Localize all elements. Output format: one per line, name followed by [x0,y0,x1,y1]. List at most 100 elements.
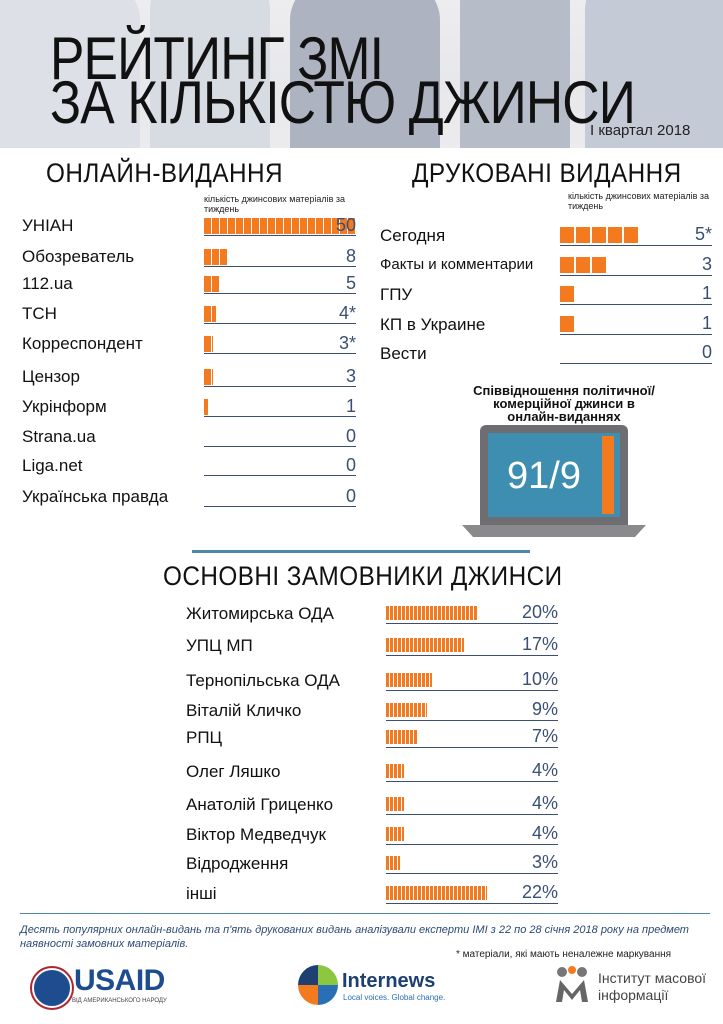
online-value-number: 5 [345,273,356,293]
online-value: 0 [296,455,356,476]
customer-value: 4% [531,793,558,813]
laptop-screen [488,433,620,517]
print-value: 0 [652,342,712,363]
footer-rule [20,913,710,914]
customer-baseline [386,903,558,904]
customer-value: 20% [521,602,558,622]
customer-bar [386,886,487,900]
print-baseline [560,275,712,276]
online-value: 0 [296,426,356,447]
online-value-number: 0 [345,486,356,506]
print-baseline [560,363,712,364]
print-value-number: 0 [701,342,712,362]
print-baseline [560,245,712,246]
print-value-number: 1 [701,313,712,333]
customer-baseline [386,781,558,782]
online-row-label: Liga.net [22,456,83,475]
customer-value: 10% [521,669,558,689]
online-value: 4* [296,303,356,324]
customer-value: 4% [531,760,558,780]
laptop-base [462,525,646,537]
customer-value: 7% [531,726,558,746]
online-bar [204,306,216,322]
print-value-number: 5 [694,224,705,244]
online-bar [204,218,356,234]
online-value: 3 [296,366,356,387]
print-baseline [560,304,712,305]
online-value: 5 [296,273,356,294]
print-value: 1 [652,313,712,334]
page-title-line-2: ЗА КІЛЬКІСТЮ ДЖИНСИ [50,69,636,136]
online-bar [204,369,213,385]
online-row-label: Українська правда [22,487,169,506]
print-row-label: Сегодня [380,226,446,245]
online-value: 3* [296,333,356,354]
online-row-label: Strana.ua [22,427,96,446]
print-value: 5* [652,224,712,245]
customer-bar [386,856,400,870]
online-axis-note: кількість джинсових матеріалів за тижден… [204,194,346,214]
page-title-line-1: РЕЙТИНГ ЗМІ [50,25,384,92]
online-value: 1 [296,396,356,417]
online-bar [204,336,213,352]
online-row-label: 112.ua [22,274,73,293]
customer-row-label: Олег Ляшко [186,762,281,781]
imi-name-line-2: інформації [598,987,669,1003]
customer-row-label: РПЦ [186,728,223,747]
customer-value: 9% [531,699,558,719]
print-value: 3 [652,254,712,275]
online-value: 0 [296,486,356,507]
online-value-number: 50 [335,215,356,235]
online-value: 8 [296,246,356,267]
customer-bar [386,673,432,687]
usaid-seal-icon [32,968,72,1008]
online-baseline [204,266,356,267]
print-row-label: КП в Украине [380,315,486,334]
asterisk-note: * матеріали, які мають неналежне маркува… [456,949,672,960]
print-value-mark: * [704,224,712,244]
print-section-title: ДРУКОВАНІ ВИДАННЯ [412,158,682,188]
online-bar [204,249,228,265]
imi-logo-icon [556,966,588,1002]
customer-row-label: Анатолій Гриценко [186,795,334,814]
period-label: I квартал 2018 [590,122,691,139]
customer-row-label: УПЦ МП [186,636,253,655]
customer-bar [386,638,464,652]
online-baseline [204,293,356,294]
online-row-label: Обозреватель [22,247,135,266]
online-value-mark: * [348,303,356,323]
print-value-number: 3 [701,254,712,274]
online-baseline [204,323,356,324]
print-value: 1 [652,283,712,304]
section-divider [192,550,530,553]
online-value-number: 0 [345,455,356,475]
online-row-label: Корреспондент [22,334,143,353]
customer-baseline [386,814,558,815]
print-row-label: ГПУ [380,285,413,304]
customer-bar [386,606,478,620]
online-value-mark: * [348,333,356,353]
customer-bar [386,797,404,811]
customer-row-label: інші [186,884,217,903]
online-baseline [204,446,356,447]
ratio-value: 91/9 [507,455,581,497]
print-baseline [560,334,712,335]
customers-section-title: ОСНОВНІ ЗАМОВНИКИ ДЖИНСИ [163,561,563,591]
internews-logo-text: Internews [342,970,436,992]
customer-bar [386,764,404,778]
customer-baseline [386,690,558,691]
commercial-share-bar [602,436,614,514]
online-value: 50 [296,215,356,236]
customer-baseline [386,623,558,624]
online-section-title: ОНЛАЙН-ВИДАННЯ [46,158,284,188]
online-row-label: УНІАН [22,216,74,235]
online-value-number: 4 [338,303,349,323]
customer-row-label: Віталій Кличко [186,701,302,720]
print-bar [560,257,608,273]
customer-value: 3% [531,852,558,872]
customer-bar [386,827,404,841]
customer-baseline [386,720,558,721]
online-row-label: Цензор [22,367,80,386]
customer-row-label: Відродження [186,854,289,873]
print-axis-note: кількість джинсових матеріалів за тижден… [568,191,710,211]
